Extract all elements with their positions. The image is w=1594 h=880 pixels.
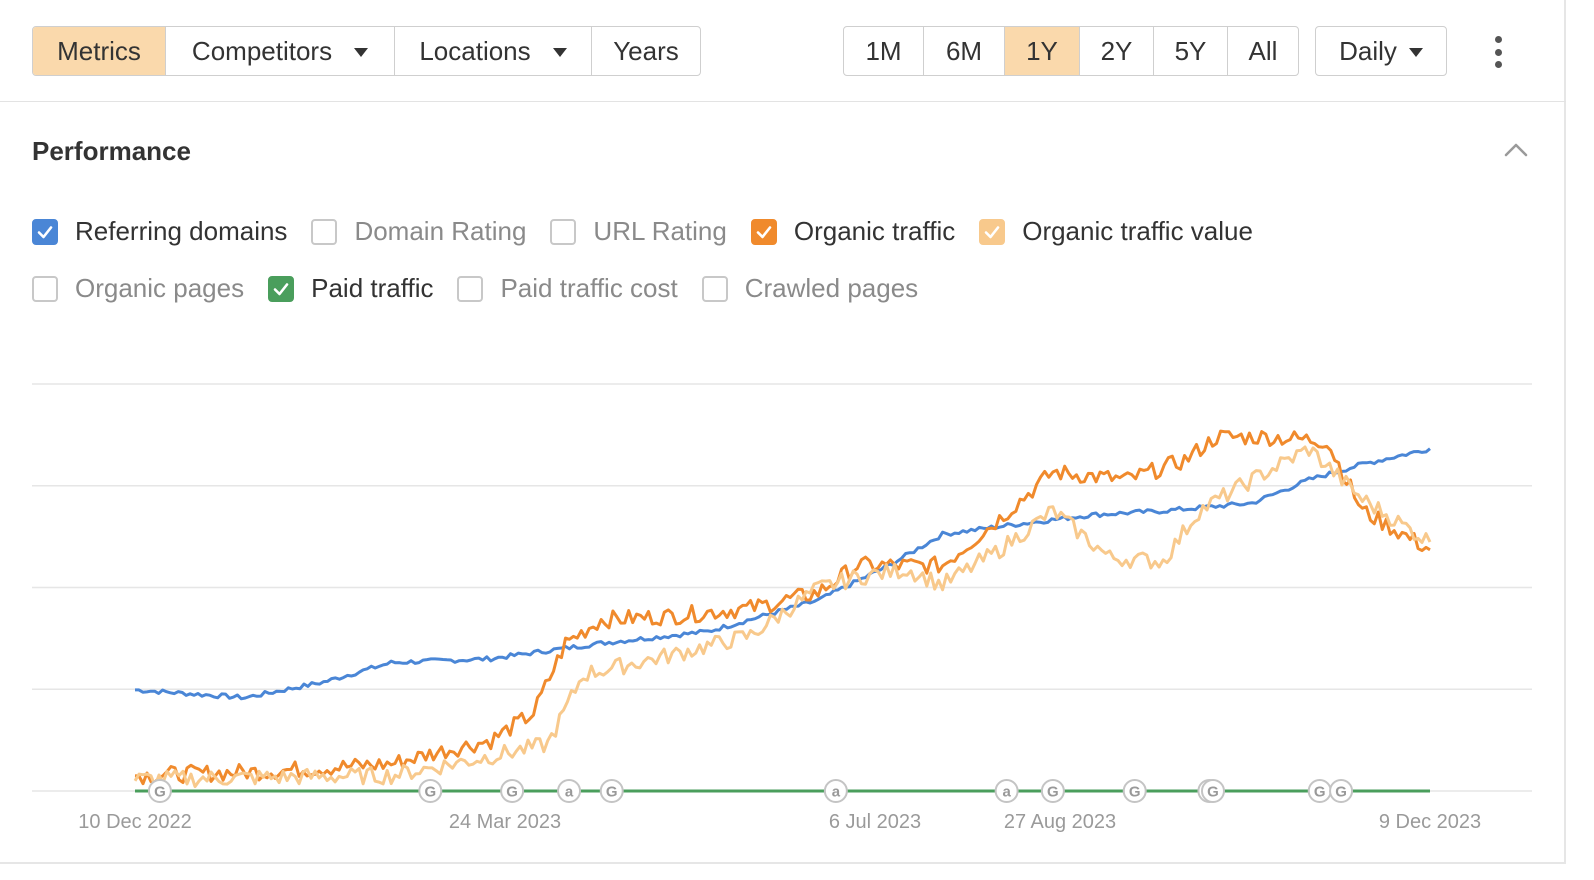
range-all-label: All <box>1248 35 1278 66</box>
svg-text:G: G <box>1047 784 1059 801</box>
metric-label: Organic traffic <box>793 216 956 246</box>
tab-metrics-label: Metrics <box>57 35 141 66</box>
annotation-marker-ahrefs-update: a <box>823 779 848 803</box>
metrics-row-2: Organic pages Paid traffic Paid traffic … <box>32 273 942 304</box>
x-tick-label: 6 Jul 2023 <box>829 811 921 833</box>
svg-text:a: a <box>565 784 574 801</box>
locations-dropdown[interactable]: Locations <box>395 27 592 75</box>
metric-label: Paid traffic cost <box>500 273 678 303</box>
svg-text:a: a <box>832 784 841 801</box>
range-5y-button[interactable]: 5Y <box>1154 27 1228 75</box>
checkbox-url-rating[interactable] <box>550 218 577 245</box>
range-selector: 1M 6M 1Y 2Y 5Y All <box>843 26 1299 76</box>
more-options-icon[interactable] <box>1490 36 1506 68</box>
range-2y-button[interactable]: 2Y <box>1080 27 1154 75</box>
range-all-button[interactable]: All <box>1228 27 1298 75</box>
interval-label: Daily <box>1339 35 1397 66</box>
metric-paid-traffic[interactable]: Paid traffic <box>268 273 433 304</box>
x-tick-label: 10 Dec 2022 <box>78 811 191 833</box>
checkbox-referring-domains[interactable] <box>32 218 58 245</box>
metric-label: Domain Rating <box>354 216 527 246</box>
metric-label: Crawled pages <box>744 273 919 303</box>
metric-label: Organic traffic value <box>1022 216 1253 246</box>
checkmark-icon <box>756 225 772 238</box>
checkbox-paid-traffic-cost[interactable] <box>457 275 484 302</box>
annotation-marker-google-update: G <box>1200 779 1225 803</box>
svg-text:G: G <box>1129 784 1141 801</box>
caret-down-icon <box>552 47 567 57</box>
range-1m-label: 1M <box>865 35 902 66</box>
series-line-organic-traffic <box>134 429 1431 786</box>
tab-metrics[interactable]: Metrics <box>33 27 166 75</box>
annotation-marker-google-update: G <box>418 779 443 803</box>
metric-label: Organic pages <box>75 273 245 303</box>
annotation-marker-google-update: G <box>147 779 172 803</box>
x-tick-label: 27 Aug 2023 <box>1004 811 1116 833</box>
range-2y-label: 2Y <box>1100 35 1133 66</box>
tab-years-label: Years <box>613 35 679 66</box>
series-line-referring-domains <box>135 447 1431 701</box>
competitors-dropdown[interactable]: Competitors <box>166 27 395 75</box>
svg-text:G: G <box>606 784 618 801</box>
range-5y-label: 5Y <box>1174 35 1207 66</box>
interval-dropdown[interactable]: Daily <box>1315 26 1447 76</box>
checkbox-organic-traffic-value[interactable] <box>979 218 1006 245</box>
range-6m-label: 6M <box>945 35 983 66</box>
checkbox-organic-pages[interactable] <box>32 275 58 302</box>
metric-referring-domains[interactable]: Referring domains <box>32 216 287 247</box>
checkmark-icon <box>37 225 53 238</box>
x-tick-label: 9 Dec 2023 <box>1379 811 1481 833</box>
svg-text:G: G <box>506 784 518 801</box>
svg-text:G: G <box>1314 784 1326 801</box>
checkbox-paid-traffic[interactable] <box>268 275 295 302</box>
interval-button[interactable]: Daily <box>1316 27 1446 75</box>
series-line-organic-traffic-value <box>133 445 1432 789</box>
annotation-marker-google-update: G <box>1307 779 1332 803</box>
caret-down-icon <box>354 47 369 57</box>
svg-text:G: G <box>154 784 166 801</box>
chevron-up-icon[interactable] <box>1503 140 1529 160</box>
metric-label: Paid traffic <box>311 273 434 303</box>
svg-text:G: G <box>1207 784 1219 801</box>
section-title: Performance <box>32 136 191 166</box>
metric-organic-traffic-value[interactable]: Organic traffic value <box>979 216 1253 247</box>
x-tick-label: 24 Mar 2023 <box>449 811 561 833</box>
metric-crawled-pages[interactable]: Crawled pages <box>701 273 919 304</box>
annotation-marker-ahrefs-update: a <box>557 779 582 803</box>
metric-organic-traffic[interactable]: Organic traffic <box>750 216 956 247</box>
metric-organic-pages[interactable]: Organic pages <box>32 273 244 304</box>
tab-years[interactable]: Years <box>592 27 700 75</box>
caret-down-icon <box>1408 47 1423 57</box>
metric-paid-traffic-cost[interactable]: Paid traffic cost <box>457 273 678 304</box>
svg-text:G: G <box>1335 784 1347 801</box>
range-1y-button[interactable]: 1Y <box>1005 27 1080 75</box>
range-1y-label: 1Y <box>1026 35 1058 66</box>
metric-label: Referring domains <box>75 216 288 246</box>
annotation-marker-google-update: G <box>599 779 624 803</box>
checkmark-icon <box>273 282 289 295</box>
metric-url-rating[interactable]: URL Rating <box>550 216 727 247</box>
locations-label: Locations <box>419 35 531 66</box>
toolbar: Metrics Competitors Locations Years 1M 6… <box>0 0 1566 102</box>
annotation-marker-google-update: G <box>1122 779 1147 803</box>
range-1m-button[interactable]: 1M <box>844 27 924 75</box>
checkbox-domain-rating[interactable] <box>311 218 338 245</box>
svg-text:a: a <box>1002 784 1011 801</box>
competitors-label: Competitors <box>191 35 333 66</box>
svg-text:G: G <box>424 784 436 801</box>
view-tabs: Metrics Competitors Locations Years <box>32 26 701 76</box>
annotation-marker-google-update: G <box>1329 779 1354 803</box>
annotation-marker-google-update: G <box>500 779 525 803</box>
metrics-row-1: Referring domains Domain Rating URL Rati… <box>32 216 1277 247</box>
checkbox-organic-traffic[interactable] <box>750 218 777 245</box>
annotation-marker-google-update: G <box>1040 779 1065 803</box>
annotation-marker-ahrefs-update: a <box>994 779 1019 803</box>
metric-label: URL Rating <box>593 216 727 246</box>
checkmark-icon <box>984 225 1000 238</box>
performance-panel <box>0 0 1566 864</box>
metric-domain-rating[interactable]: Domain Rating <box>311 216 526 247</box>
range-6m-button[interactable]: 6M <box>924 27 1005 75</box>
checkbox-crawled-pages[interactable] <box>701 275 728 302</box>
